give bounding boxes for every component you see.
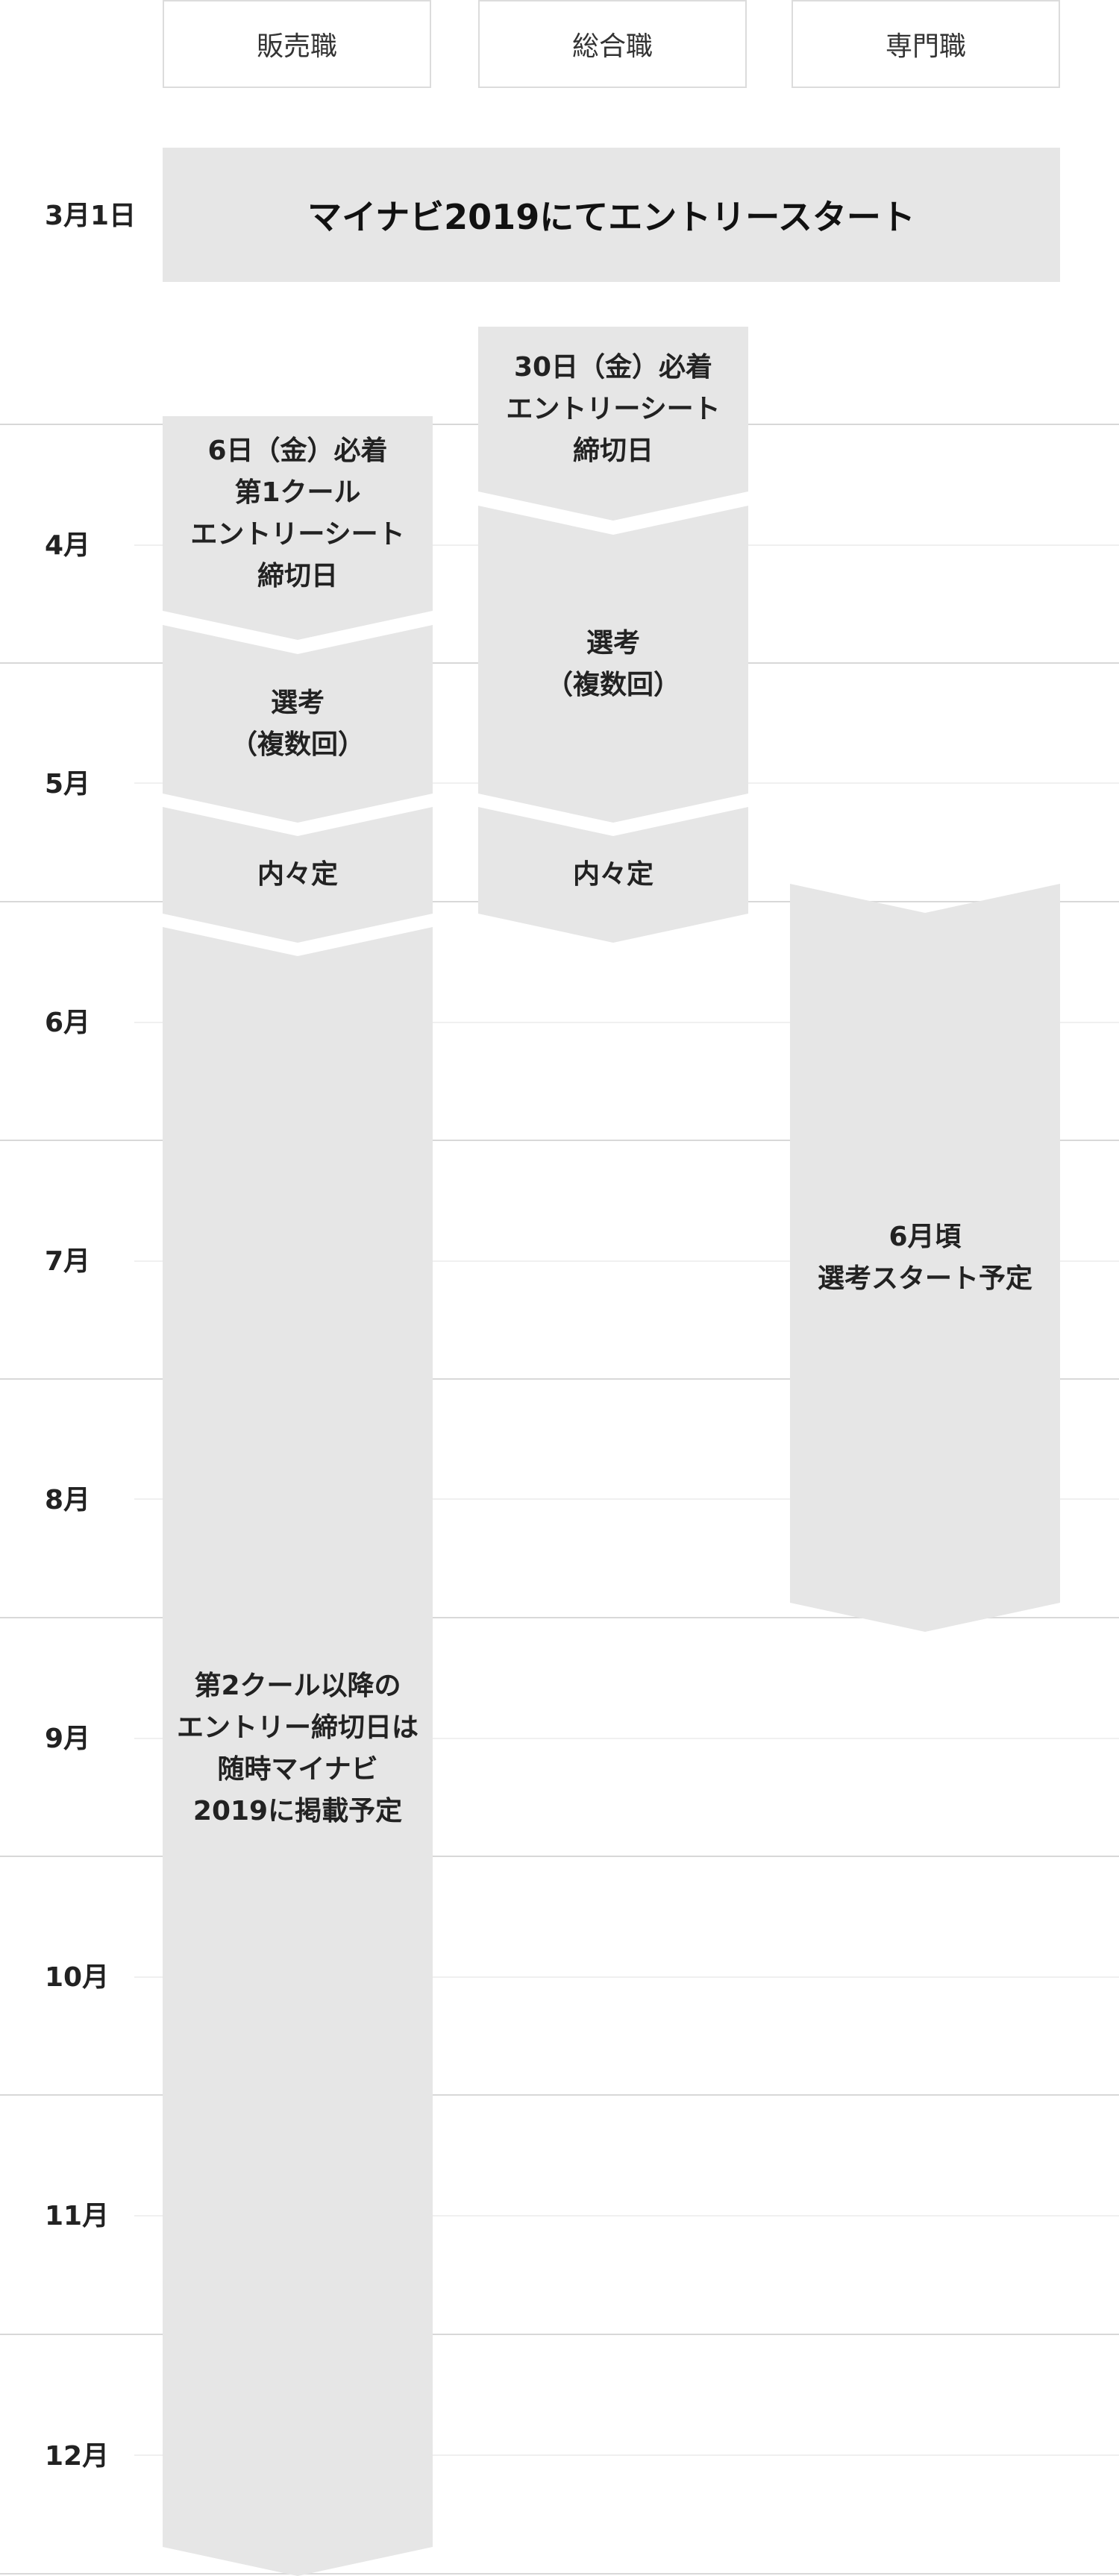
grid-line-end (0, 2573, 1119, 2575)
month-label-may: 5月 (45, 769, 91, 799)
column-header-general: 総合職 (478, 0, 747, 88)
sales-selection-arrow (163, 625, 433, 823)
sales-offer-text: 内々定 (257, 859, 338, 890)
grid-line-jul (0, 1140, 1119, 1141)
month-label-jun: 6月 (45, 1008, 91, 1038)
grid-minor-oct (134, 1976, 1119, 1978)
month-label-sep: 9月 (45, 1724, 91, 1754)
grid-line-oct (0, 1856, 1119, 1857)
grid-line-nov (0, 2094, 1119, 2096)
grid-line-sep (0, 1617, 1119, 1618)
sales-deadline-arrow (163, 416, 433, 640)
column-header-specialist: 専門職 (792, 0, 1060, 88)
month-label-nov: 11月 (45, 2201, 110, 2231)
sales-later-rounds-text: 第2クール以降の エントリー締切日は 随時マイナビ 2019に掲載予定 (176, 1671, 419, 1826)
sales-selection-text: 選考 （複数回） (230, 687, 365, 760)
grid-line-aug (0, 1378, 1119, 1380)
month-label-oct: 10月 (45, 1962, 110, 1993)
month-label-aug: 8月 (45, 1485, 91, 1515)
grid-line-dec (0, 2334, 1119, 2335)
grid-minor-jul (134, 1260, 1119, 1262)
month-label-mar1: 3月1日 (45, 201, 137, 231)
sales-deadline-text: 6日（金）必着 第1クール エントリーシート 締切日 (190, 436, 405, 591)
general-offer-text: 内々定 (572, 859, 653, 890)
sales-later-rounds-arrow (163, 927, 433, 2576)
column-header-sales: 販売職 (163, 0, 431, 88)
general-deadline-text: 30日（金）必着 エントリーシート 締切日 (506, 352, 721, 466)
month-label-apr: 4月 (45, 530, 91, 561)
general-selection-arrow (478, 506, 748, 823)
general-selection-text: 選考 （複数回） (545, 627, 680, 700)
grid-minor-sep (134, 1738, 1119, 1739)
grid-minor-jun (134, 1022, 1119, 1023)
general-deadline-arrow (478, 327, 748, 521)
month-label-dec: 12月 (45, 2441, 110, 2472)
specialist-selection-arrow (790, 884, 1060, 1632)
specialist-selection-text: 6月頃 選考スタート予定 (817, 1221, 1032, 1294)
grid-minor-aug (134, 1498, 1119, 1500)
entry-start-banner-text: マイナビ2019にてエントリースタート (307, 197, 915, 237)
entry-start-banner (163, 148, 1060, 282)
grid-minor-nov (134, 2215, 1119, 2217)
month-label-jul: 7月 (45, 1246, 91, 1277)
grid-minor-dec (134, 2454, 1119, 2456)
